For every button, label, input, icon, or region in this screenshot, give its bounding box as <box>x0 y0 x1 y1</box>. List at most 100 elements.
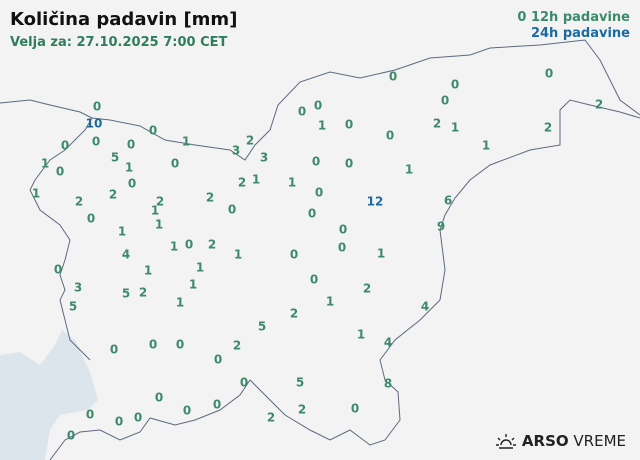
station-value-12h: 2 <box>156 195 164 209</box>
station-value-12h: 0 <box>86 408 94 422</box>
station-value-12h: 5 <box>69 300 77 314</box>
station-value-12h: 0 <box>54 263 62 277</box>
station-value-12h: 1 <box>405 163 413 177</box>
station-value-12h: 5 <box>296 376 304 390</box>
station-value-12h: 0 <box>176 338 184 352</box>
station-value-12h: 2 <box>206 191 214 205</box>
station-value-12h: 0 <box>351 402 359 416</box>
valid-time: Velja za: 27.10.2025 7:00 CET <box>10 35 228 50</box>
station-value-12h: 0 <box>345 118 353 132</box>
station-value-12h: 5 <box>122 287 130 301</box>
station-value-12h: 0 <box>214 353 222 367</box>
station-value-12h: 0 <box>128 177 136 191</box>
station-value-12h: 4 <box>384 336 392 350</box>
station-value-12h: 0 <box>110 343 118 357</box>
station-value-12h: 9 <box>437 220 445 234</box>
station-value-12h: 1 <box>118 225 126 239</box>
station-value-12h: 0 <box>315 186 323 200</box>
station-value-12h: 0 <box>149 338 157 352</box>
station-value-12h: 1 <box>451 121 459 135</box>
station-value-12h: 0 <box>56 165 64 179</box>
station-value-12h: 1 <box>234 248 242 262</box>
station-value-12h: 0 <box>185 238 193 252</box>
station-value-12h: 0 <box>314 99 322 113</box>
station-value-12h: 0 <box>115 415 123 429</box>
station-value-12h: 2 <box>233 339 241 353</box>
map-title: Količina padavin [mm] <box>10 9 238 30</box>
station-value-12h: 0 <box>441 94 449 108</box>
station-value-12h: 2 <box>544 121 552 135</box>
station-value-12h: 4 <box>421 300 429 314</box>
station-value-12h: 1 <box>326 295 334 309</box>
station-value-12h: 2 <box>208 238 216 252</box>
station-value-12h: 0 <box>92 135 100 149</box>
station-value-12h: 0 <box>213 398 221 412</box>
station-value-12h: 1 <box>155 218 163 232</box>
station-value-12h: 1 <box>125 161 133 175</box>
station-value-12h: 1 <box>151 204 159 218</box>
station-value-12h: 1 <box>144 264 152 278</box>
station-value-12h: 4 <box>122 248 130 262</box>
station-value-12h: 0 <box>155 391 163 405</box>
station-value-12h: 2 <box>363 282 371 296</box>
station-value-12h: 8 <box>384 377 392 391</box>
station-value-12h: 0 <box>61 139 69 153</box>
station-value-12h: 0 <box>240 376 248 390</box>
station-value-12h: 1 <box>32 187 40 201</box>
station-value-12h: 0 <box>308 207 316 221</box>
station-value-12h: 3 <box>232 144 240 158</box>
station-value-12h: 0 <box>545 67 553 81</box>
station-value-12h: 0 <box>389 70 397 84</box>
station-value-12h: 0 <box>345 157 353 171</box>
station-value-12h: 6 <box>444 194 452 208</box>
station-value-12h: 1 <box>377 247 385 261</box>
station-value-12h: 2 <box>267 411 275 425</box>
station-value-12h: 0 <box>183 404 191 418</box>
sea <box>0 330 98 460</box>
station-value-12h: 3 <box>74 281 82 295</box>
station-value-12h: 2 <box>298 403 306 417</box>
station-value-12h: 2 <box>109 188 117 202</box>
legend-24h-label: 24h padavine <box>530 26 630 41</box>
station-value-12h: 1 <box>41 157 49 171</box>
legend-12h-label: 12h padavine <box>530 10 630 25</box>
station-value-12h: 0 <box>127 138 135 152</box>
station-value-12h: 0 <box>310 273 318 287</box>
legend: 0 12h padavine 24h padavine <box>517 10 630 42</box>
station-value-12h: 0 <box>338 241 346 255</box>
station-value-12h: 2 <box>433 117 441 131</box>
station-value-12h: 0 <box>87 212 95 226</box>
station-value-12h: 1 <box>189 278 197 292</box>
station-value-12h: 0 <box>451 78 459 92</box>
station-value-12h: 0 <box>228 203 236 217</box>
station-value-12h: 2 <box>75 195 83 209</box>
station-value-12h: 0 <box>312 155 320 169</box>
station-value-24h: 10 <box>86 117 103 131</box>
country-border <box>0 39 640 460</box>
station-value-12h: 0 <box>93 100 101 114</box>
station-value-12h: 0 <box>298 105 306 119</box>
station-value-12h: 1 <box>252 173 260 187</box>
station-value-12h: 2 <box>238 176 246 190</box>
station-value-12h: 5 <box>258 320 266 334</box>
station-value-12h: 1 <box>288 176 296 190</box>
logo-name: ARSO <box>521 432 569 450</box>
legend-12h: 0 12h padavine <box>517 10 630 26</box>
legend-sample-value: 0 <box>517 10 527 25</box>
station-value-12h: 1 <box>318 119 326 133</box>
station-value-12h: 2 <box>139 286 147 300</box>
station-value-12h: 1 <box>482 139 490 153</box>
station-value-24h: 12 <box>367 195 384 209</box>
station-value-12h: 5 <box>111 151 119 165</box>
sun-icon <box>495 434 516 449</box>
station-value-12h: 3 <box>260 151 268 165</box>
station-value-12h: 0 <box>149 124 157 138</box>
station-value-12h: 1 <box>170 240 178 254</box>
station-value-12h: 0 <box>171 157 179 171</box>
station-value-12h: 1 <box>196 261 204 275</box>
station-value-12h: 2 <box>290 307 298 321</box>
arso-logo[interactable]: ARSO VREME <box>495 432 626 450</box>
